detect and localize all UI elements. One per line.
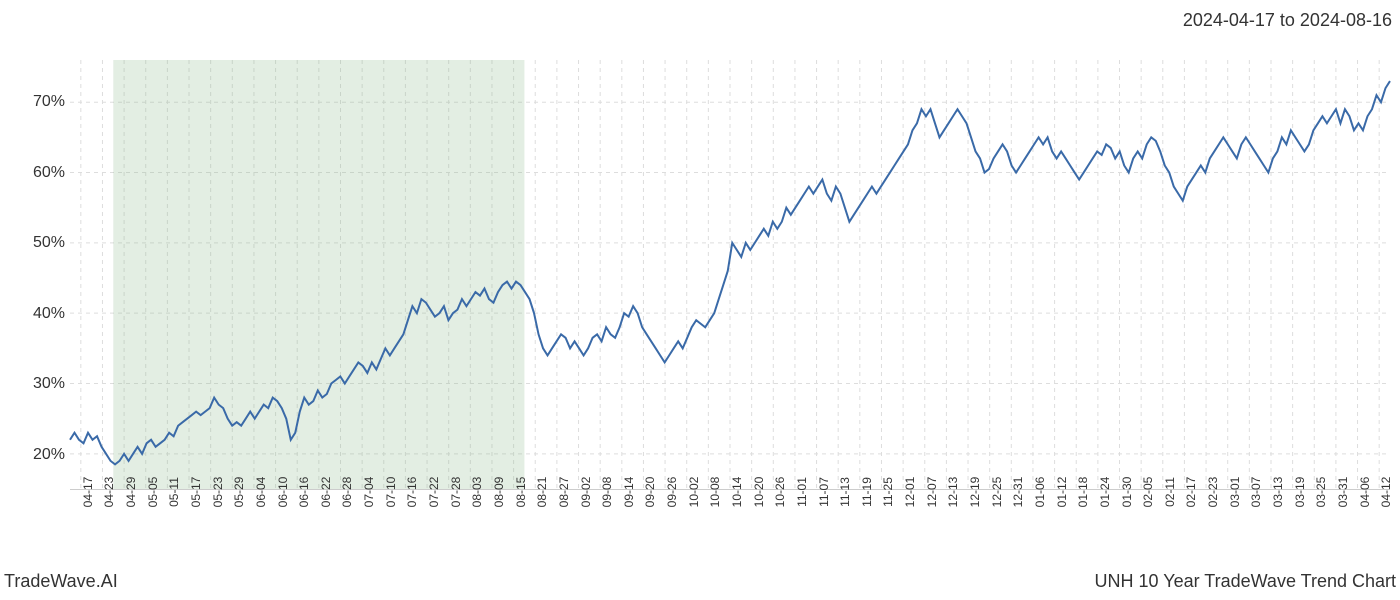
x-tick-label: 09-02 <box>579 477 593 508</box>
x-tick-label: 08-21 <box>535 477 549 508</box>
x-tick-label: 05-17 <box>189 477 203 508</box>
x-tick-label: 03-19 <box>1293 477 1307 508</box>
x-tick-label: 08-15 <box>514 477 528 508</box>
x-tick-label: 09-26 <box>665 477 679 508</box>
x-tick-label: 11-13 <box>838 477 852 507</box>
x-tick-label: 05-29 <box>232 477 246 508</box>
y-tick-label: 30% <box>15 375 65 393</box>
x-tick-label: 02-11 <box>1163 477 1177 507</box>
date-range-label: 2024-04-17 to 2024-08-16 <box>1183 10 1392 31</box>
x-tick-label: 03-31 <box>1336 477 1350 508</box>
x-tick-label: 06-28 <box>340 477 354 508</box>
highlight-region <box>113 60 524 489</box>
x-tick-label: 11-01 <box>795 477 809 507</box>
x-tick-label: 01-18 <box>1076 477 1090 508</box>
x-tick-label: 11-19 <box>860 477 874 507</box>
x-tick-label: 05-11 <box>167 477 181 507</box>
chart-container: 20%30%40%50%60%70% 04-1704-2304-2905-050… <box>70 40 1390 530</box>
x-tick-label: 01-30 <box>1120 477 1134 508</box>
x-tick-label: 03-25 <box>1314 477 1328 508</box>
x-axis: 04-1704-2304-2905-0505-1105-1705-2305-29… <box>70 490 1390 530</box>
x-tick-label: 12-31 <box>1011 477 1025 508</box>
x-tick-label: 07-04 <box>362 477 376 508</box>
x-tick-label: 06-16 <box>297 477 311 508</box>
x-tick-label: 04-17 <box>81 477 95 508</box>
x-tick-label: 09-20 <box>643 477 657 508</box>
x-tick-label: 04-29 <box>124 477 138 508</box>
footer-brand: TradeWave.AI <box>4 571 118 592</box>
y-tick-label: 60% <box>15 164 65 182</box>
x-tick-label: 01-06 <box>1033 477 1047 508</box>
chart-svg <box>70 60 1390 489</box>
x-tick-label: 09-14 <box>622 477 636 508</box>
x-tick-label: 12-13 <box>946 477 960 508</box>
x-tick-label: 08-03 <box>470 477 484 508</box>
x-tick-label: 04-06 <box>1358 477 1372 508</box>
x-tick-label: 10-02 <box>687 477 701 508</box>
x-tick-label: 09-08 <box>600 477 614 508</box>
x-tick-label: 02-05 <box>1141 477 1155 508</box>
x-tick-label: 12-07 <box>925 477 939 508</box>
y-tick-label: 50% <box>15 234 65 252</box>
x-tick-label: 07-28 <box>449 477 463 508</box>
x-tick-label: 01-24 <box>1098 477 1112 508</box>
x-tick-label: 11-25 <box>881 477 895 507</box>
y-axis: 20% 30% 40% 50% 60% 70% <box>15 60 65 490</box>
x-tick-label: 03-07 <box>1249 477 1263 508</box>
x-tick-label: 05-05 <box>146 477 160 508</box>
x-tick-label: 08-27 <box>557 477 571 508</box>
x-tick-label: 07-10 <box>384 477 398 508</box>
x-tick-label: 04-23 <box>102 477 116 508</box>
x-tick-label: 11-07 <box>817 477 831 507</box>
x-tick-label: 03-13 <box>1271 477 1285 508</box>
x-tick-label: 02-23 <box>1206 477 1220 508</box>
y-tick-label: 20% <box>15 446 65 464</box>
x-tick-label: 10-26 <box>773 477 787 508</box>
x-tick-label: 12-19 <box>968 477 982 508</box>
x-tick-label: 12-25 <box>990 477 1004 508</box>
x-tick-label: 10-08 <box>708 477 722 508</box>
x-tick-label: 04-12 <box>1379 477 1393 508</box>
x-tick-label: 06-04 <box>254 477 268 508</box>
plot-area <box>70 60 1390 490</box>
x-tick-label: 01-12 <box>1055 477 1069 508</box>
y-tick-label: 40% <box>15 305 65 323</box>
footer-title: UNH 10 Year TradeWave Trend Chart <box>1095 571 1396 592</box>
x-tick-label: 12-01 <box>903 477 917 508</box>
y-tick-label: 70% <box>15 93 65 111</box>
x-tick-label: 05-23 <box>211 477 225 508</box>
x-tick-label: 06-22 <box>319 477 333 508</box>
x-tick-label: 06-10 <box>276 477 290 508</box>
x-tick-label: 07-22 <box>427 477 441 508</box>
x-tick-label: 10-14 <box>730 477 744 508</box>
x-tick-label: 02-17 <box>1184 477 1198 508</box>
x-tick-label: 08-09 <box>492 477 506 508</box>
x-tick-label: 03-01 <box>1228 477 1242 508</box>
x-tick-label: 10-20 <box>752 477 766 508</box>
x-tick-label: 07-16 <box>405 477 419 508</box>
